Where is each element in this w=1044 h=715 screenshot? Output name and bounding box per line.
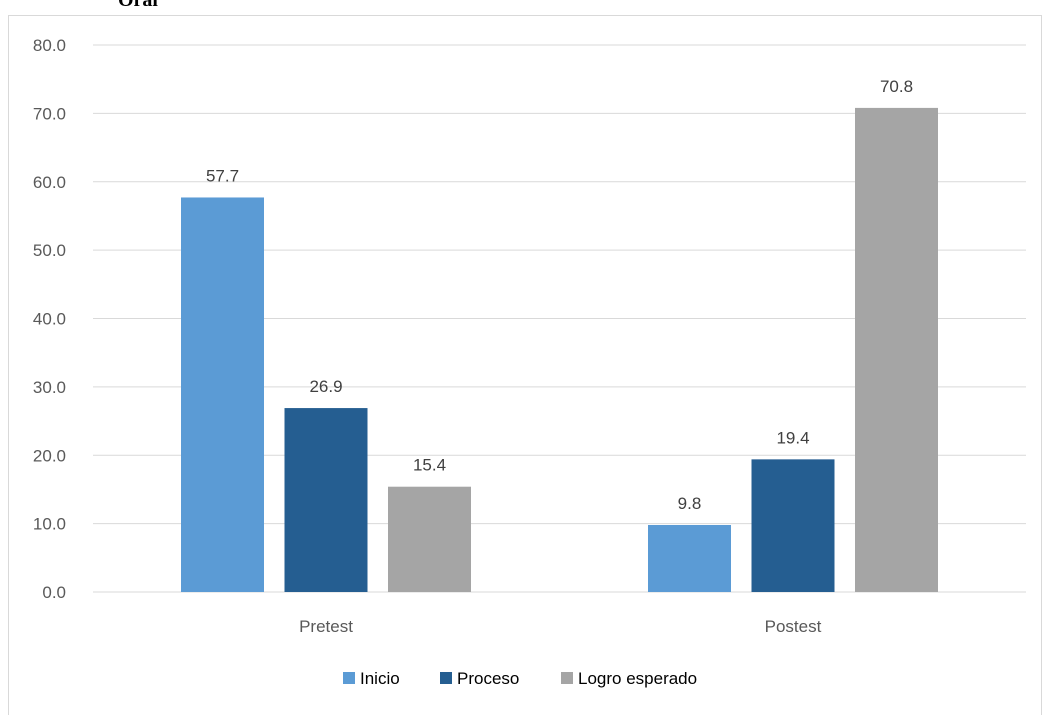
data-labels: 57.7 9.8 26.9 19.4 15.4 70.8	[206, 77, 913, 513]
legend-label: Inicio	[360, 669, 400, 688]
y-axis: 0.0 10.0 20.0 30.0 40.0 50.0 60.0 70.0 80.0	[33, 36, 66, 602]
data-label: 57.7	[206, 166, 239, 185]
bar-logro-esperado	[855, 107, 938, 592]
bar-inicio	[648, 524, 731, 592]
y-tick-label: 0.0	[42, 583, 66, 602]
bar-inicio	[181, 197, 264, 592]
bars	[181, 107, 938, 592]
data-label: 9.8	[678, 494, 702, 513]
y-tick-label: 70.0	[33, 104, 66, 123]
legend-swatch	[343, 672, 355, 684]
y-tick-label: 50.0	[33, 241, 66, 260]
y-tick-label: 20.0	[33, 446, 66, 465]
x-tick-label: Pretest	[299, 617, 353, 636]
data-label: 15.4	[413, 456, 446, 475]
legend: Inicio Proceso Logro esperado	[343, 669, 697, 688]
bar-logro-esperado	[388, 486, 471, 592]
bar-proceso	[284, 408, 368, 592]
bar-proceso	[751, 459, 835, 592]
data-label: 19.4	[776, 428, 809, 447]
y-tick-label: 40.0	[33, 310, 66, 329]
data-label: 26.9	[309, 377, 342, 396]
chart-title: Oral	[118, 0, 158, 11]
data-label: 70.8	[880, 77, 913, 96]
y-tick-label: 30.0	[33, 378, 66, 397]
y-tick-label: 10.0	[33, 515, 66, 534]
x-axis: Pretest Postest	[299, 617, 822, 636]
legend-label: Logro esperado	[578, 669, 697, 688]
legend-label: Proceso	[457, 669, 519, 688]
chart-frame	[8, 15, 1042, 715]
x-tick-label: Postest	[765, 617, 822, 636]
legend-swatch	[561, 672, 573, 684]
y-tick-label: 60.0	[33, 173, 66, 192]
legend-swatch	[440, 672, 452, 684]
y-tick-label: 80.0	[33, 36, 66, 55]
